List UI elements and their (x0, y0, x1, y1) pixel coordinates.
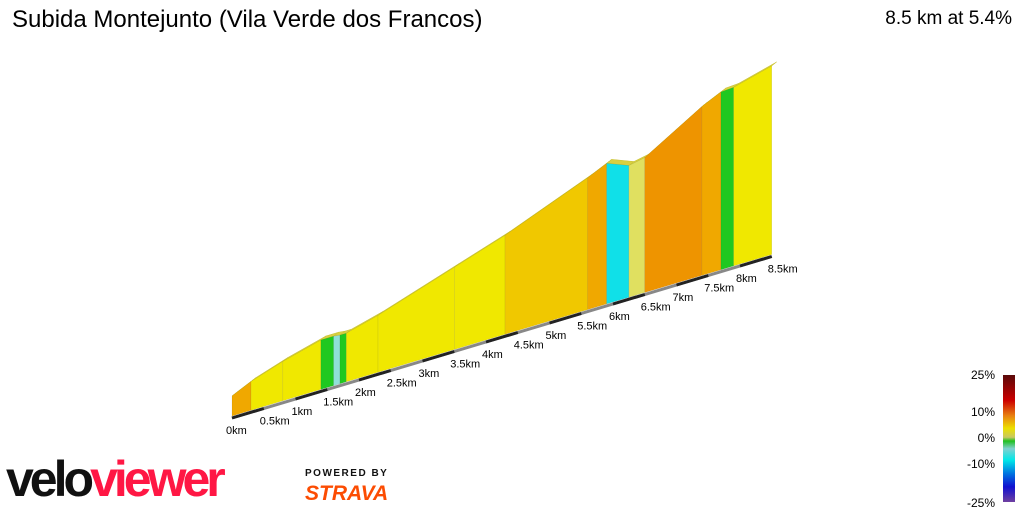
x-tick-label: 3km (419, 368, 440, 380)
x-tick-label: 4.5km (514, 340, 544, 352)
profile-segment (587, 162, 607, 310)
x-tick-label: 5.5km (577, 321, 607, 333)
profile-segment (701, 91, 722, 276)
profile-segment (720, 86, 734, 271)
x-tick-label: 6.5km (641, 302, 671, 314)
x-tick-label: 3.5km (450, 359, 480, 371)
x-tick-label: 7.5km (704, 283, 734, 295)
legend-label: -10% (966, 457, 995, 471)
x-tick-label: 0km (226, 425, 247, 437)
profile-segment (231, 380, 252, 417)
distance-axis-band (612, 293, 646, 306)
x-tick-label: 6km (609, 311, 630, 323)
climb-summary: 8.5 km at 5.4% (885, 8, 1012, 29)
distance-axis-band (485, 331, 519, 344)
x-tick-label: 2km (355, 387, 376, 399)
legend-label: -25% (966, 496, 995, 510)
distance-axis-band (549, 312, 582, 325)
veloviewer-logo: veloviewer (6, 451, 226, 507)
gradient-legend-bar (1003, 375, 1015, 502)
powered-by-label: POWERED BY (305, 468, 389, 479)
x-tick-label: 8.5km (768, 264, 798, 276)
x-tick-label: 4km (482, 349, 503, 361)
legend-label: 0% (977, 431, 995, 445)
distance-axis-band (358, 369, 392, 382)
x-tick-label: 2.5km (387, 378, 417, 390)
distance-axis-band (231, 407, 265, 420)
profile-segment-top (733, 61, 777, 88)
profile-segment (346, 314, 379, 383)
profile-segment (644, 105, 703, 293)
legend-label: 25% (970, 368, 995, 382)
x-tick-label: 1km (292, 406, 313, 418)
strava-logo: STRAVA (305, 482, 389, 505)
x-tick-label: 1.5km (323, 397, 353, 409)
distance-axis-band (422, 350, 455, 363)
page-title: Subida Montejunto (Vila Verde dos Franco… (12, 6, 483, 33)
distance-axis-band (739, 255, 773, 268)
distance-axis-band (676, 274, 709, 287)
profile-segment (733, 65, 772, 267)
x-tick-label: 0.5km (260, 416, 290, 428)
profile-segment (628, 157, 645, 298)
profile-segment (320, 335, 334, 390)
profile-segment (377, 266, 455, 373)
x-tick-label: 7km (673, 292, 694, 304)
distance-axis-band (295, 388, 328, 401)
x-tick-label: 8km (736, 273, 757, 285)
profile-segment (454, 234, 506, 350)
profile-segment (504, 177, 588, 335)
x-tick-label: 5km (546, 330, 567, 342)
profile-segment (333, 334, 341, 386)
legend-label: 10% (970, 405, 995, 419)
profile-segment (339, 332, 347, 385)
profile-segment (606, 163, 630, 305)
